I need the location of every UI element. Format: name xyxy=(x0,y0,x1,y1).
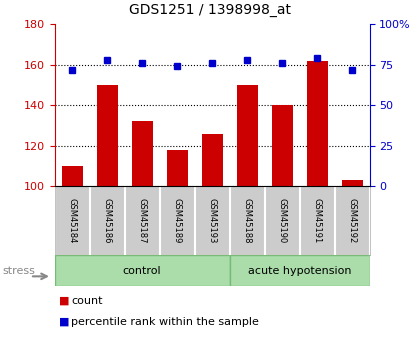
Text: GSM45192: GSM45192 xyxy=(348,198,357,244)
Text: count: count xyxy=(71,296,103,306)
Bar xyxy=(272,105,293,186)
Bar xyxy=(167,150,188,186)
Text: ■: ■ xyxy=(59,317,69,327)
Bar xyxy=(131,121,152,186)
Bar xyxy=(236,85,257,186)
Text: GSM45189: GSM45189 xyxy=(173,198,181,244)
Text: GSM45193: GSM45193 xyxy=(207,198,217,244)
Text: GSM45186: GSM45186 xyxy=(102,198,112,244)
Text: GSM45191: GSM45191 xyxy=(312,198,322,244)
Text: stress: stress xyxy=(2,266,35,276)
Text: GDS1251 / 1398998_at: GDS1251 / 1398998_at xyxy=(129,3,291,17)
Bar xyxy=(307,61,328,186)
Bar xyxy=(230,255,370,286)
Text: control: control xyxy=(123,266,161,276)
Text: GSM45188: GSM45188 xyxy=(243,198,252,244)
Text: GSM45184: GSM45184 xyxy=(68,198,76,244)
Bar xyxy=(202,134,223,186)
Text: GSM45190: GSM45190 xyxy=(278,198,286,244)
Bar xyxy=(97,85,118,186)
Bar xyxy=(341,180,362,186)
Text: percentile rank within the sample: percentile rank within the sample xyxy=(71,317,259,327)
Text: GSM45187: GSM45187 xyxy=(138,198,147,244)
Bar xyxy=(55,255,230,286)
Text: acute hypotension: acute hypotension xyxy=(248,266,352,276)
Bar xyxy=(62,166,83,186)
Text: ■: ■ xyxy=(59,296,69,306)
